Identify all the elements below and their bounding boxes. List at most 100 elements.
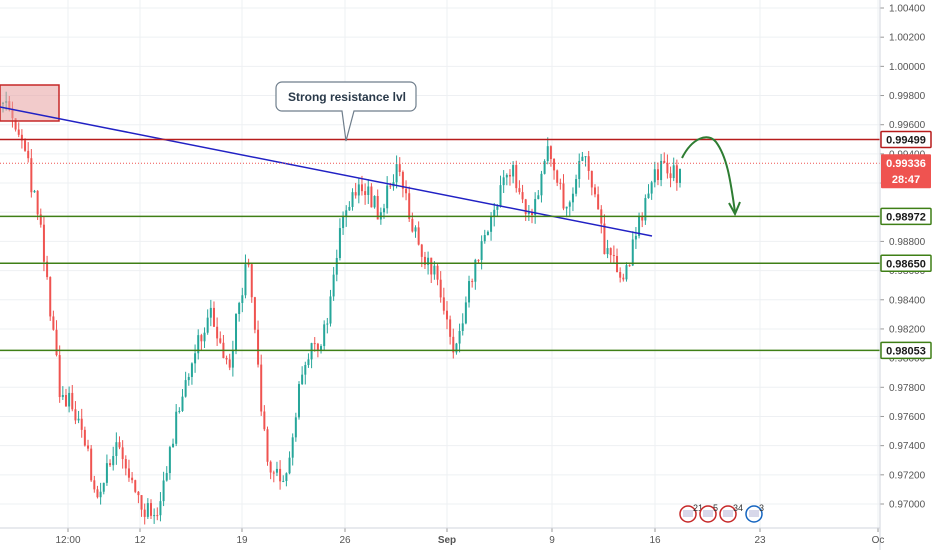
candle-body — [405, 188, 408, 194]
candle-body — [458, 330, 461, 344]
candle-body — [631, 239, 634, 266]
y-tick-label: 0.97800 — [889, 383, 926, 394]
price-axis[interactable]: 1.00400 1.00200 1.00000 0.99800 0.99600 0.994… — [879, 0, 932, 550]
candle-body — [480, 241, 483, 260]
candle-body — [105, 463, 108, 483]
x-tick-label: 12 — [134, 535, 146, 546]
flag-icon — [749, 510, 759, 517]
x-tick-label: 16 — [649, 535, 661, 546]
callout-bubble — [275, 81, 417, 142]
candle-body — [313, 343, 316, 345]
candle-body — [109, 463, 112, 466]
candle-body — [518, 188, 521, 193]
candle-body — [55, 329, 58, 356]
event-count-label: 3 — [759, 503, 764, 513]
candle-body — [351, 192, 354, 207]
candle-body — [625, 265, 628, 280]
candle-body — [124, 459, 127, 469]
candle-body — [408, 193, 411, 219]
candle-body — [225, 357, 228, 360]
candle-body — [326, 323, 329, 325]
candle-body — [524, 199, 527, 214]
level-price-tag — [880, 254, 932, 273]
candle-body — [33, 190, 36, 193]
candle-body — [675, 165, 678, 183]
candle-body — [575, 179, 578, 194]
candle-body — [445, 310, 448, 320]
candle-body — [297, 384, 300, 418]
candle-body — [609, 248, 612, 256]
candle-body — [357, 184, 360, 196]
candle-body — [184, 380, 187, 397]
candle-body — [206, 317, 209, 333]
candle-body — [672, 165, 675, 179]
candle-body — [486, 231, 489, 236]
candle-body — [269, 461, 272, 473]
candle-body — [537, 195, 540, 200]
candle-body — [439, 279, 442, 298]
candle-body — [546, 146, 549, 162]
candle-body — [508, 174, 511, 177]
candle-body — [74, 409, 77, 421]
candle-body — [515, 165, 518, 189]
candle-body — [68, 392, 71, 407]
candle-body — [650, 182, 653, 194]
candle-body — [52, 316, 55, 330]
candle-body — [83, 429, 86, 446]
event-marker: 21 — [679, 503, 703, 523]
candle-body — [474, 259, 477, 282]
candle-body — [386, 185, 389, 209]
candle-body — [263, 411, 266, 430]
candle-body — [452, 336, 455, 353]
candle-body — [342, 216, 345, 229]
candle-body — [140, 495, 143, 510]
candle-body — [102, 482, 105, 492]
candle-body — [187, 376, 190, 381]
candle-body — [505, 174, 508, 178]
candle-body — [172, 443, 175, 448]
candle-body — [49, 277, 52, 317]
candle-body — [209, 307, 212, 318]
event-markers: 21 5 34 3 — [679, 503, 764, 523]
y-tick-label: 0.97600 — [889, 412, 926, 423]
candle-body — [146, 503, 149, 517]
candle-body — [430, 257, 433, 275]
candle-body — [559, 182, 562, 184]
candle-body — [219, 338, 222, 343]
candle-body — [323, 324, 326, 347]
candle-body — [39, 214, 42, 225]
resistance-zone-box — [0, 84, 60, 122]
candle-body — [168, 447, 171, 474]
candle-body — [593, 187, 596, 195]
candle-body — [266, 429, 269, 462]
candle-body — [568, 202, 571, 207]
candle-body — [584, 156, 587, 158]
candle-body — [653, 169, 656, 183]
candle-body — [93, 480, 96, 490]
candle-body — [320, 346, 323, 350]
candle-body — [137, 491, 140, 496]
event-count-label: 21 — [693, 503, 703, 513]
candle-body — [197, 335, 200, 354]
candle-body — [253, 297, 256, 330]
level-price-tag — [880, 207, 932, 226]
time-axis[interactable]: 12:00 12 19 26 Sep 9 16 23 Oc — [0, 527, 884, 546]
y-tick-label: 0.97400 — [889, 441, 926, 452]
candle-body — [354, 192, 357, 196]
candle-body — [181, 396, 184, 411]
event-marker: 34 — [719, 503, 743, 523]
candle-body — [370, 186, 373, 208]
candle-body — [464, 302, 467, 324]
candle-body — [156, 515, 159, 517]
candle-body — [316, 343, 319, 350]
level-price-label: 0.98972 — [886, 211, 926, 223]
candle-body — [634, 235, 637, 240]
x-tick-label: 12:00 — [55, 535, 80, 546]
candle-body — [571, 193, 574, 203]
candle-body — [496, 206, 499, 210]
candle-body — [603, 223, 606, 255]
candle-body — [669, 173, 672, 179]
level-price-label: 0.98650 — [886, 258, 926, 270]
